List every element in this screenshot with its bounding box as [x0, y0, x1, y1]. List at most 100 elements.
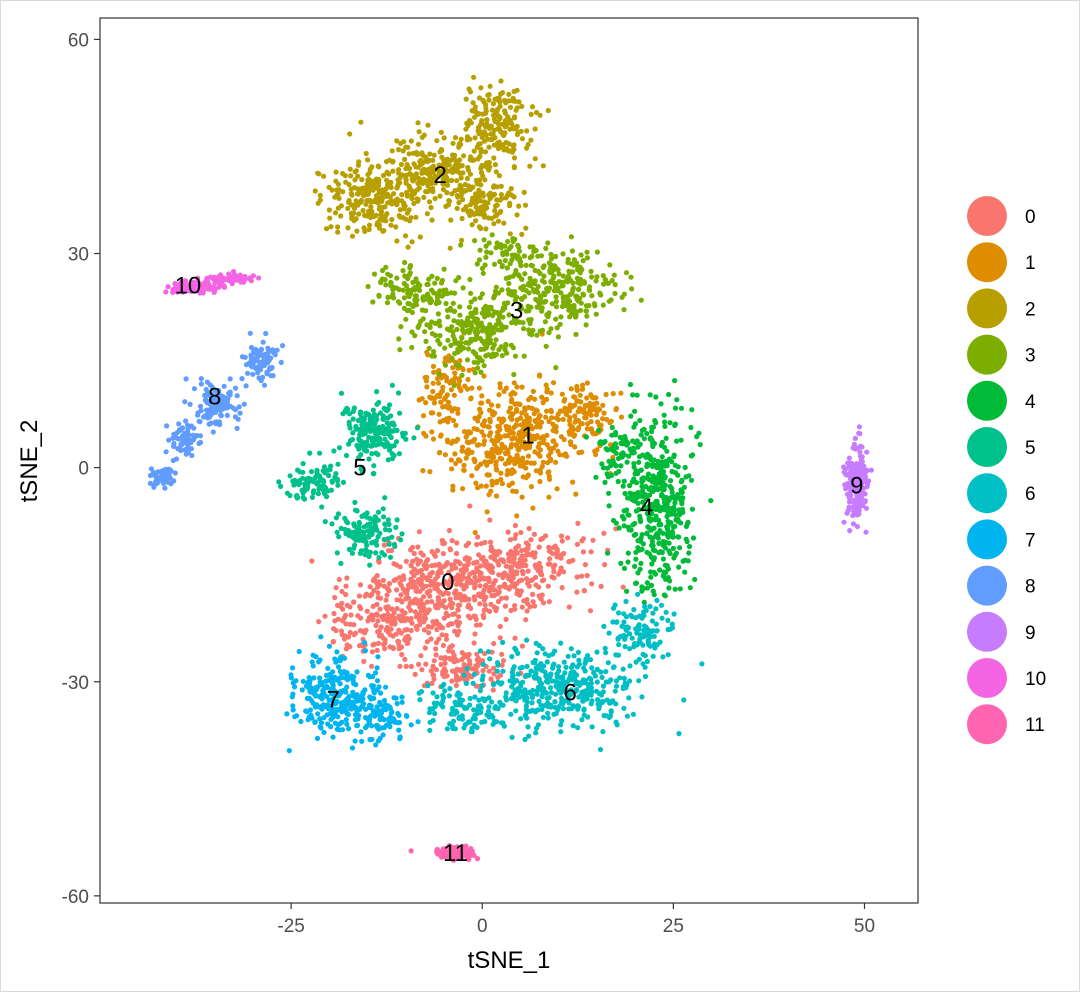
data-point — [375, 618, 381, 624]
data-point — [539, 578, 546, 584]
data-point — [362, 640, 368, 646]
data-point — [469, 666, 475, 672]
data-point — [450, 140, 456, 146]
data-point — [449, 466, 455, 472]
data-point — [415, 544, 421, 550]
data-point — [614, 722, 620, 728]
data-point — [416, 129, 422, 135]
data-point — [587, 657, 594, 663]
data-point — [511, 556, 517, 562]
data-point — [345, 205, 351, 211]
data-point — [453, 682, 459, 689]
data-point — [622, 624, 628, 631]
data-point — [388, 434, 394, 441]
data-point — [408, 627, 414, 634]
data-point — [423, 378, 429, 384]
data-point — [404, 193, 410, 199]
data-point — [474, 465, 480, 471]
data-point — [531, 436, 537, 442]
data-point — [499, 287, 505, 293]
data-point — [507, 200, 513, 206]
data-point — [479, 265, 486, 271]
data-point — [682, 569, 688, 575]
data-point — [358, 729, 364, 735]
data-point — [400, 215, 406, 221]
data-point — [549, 678, 555, 684]
data-point — [622, 433, 628, 440]
data-point — [530, 687, 536, 694]
data-point — [506, 586, 512, 592]
data-point — [375, 590, 381, 596]
data-point — [413, 302, 420, 308]
data-point — [384, 177, 390, 183]
data-point — [553, 304, 560, 310]
data-point — [477, 406, 483, 412]
data-point — [497, 448, 503, 454]
data-point — [471, 114, 478, 120]
data-point — [380, 506, 386, 512]
data-point — [486, 311, 492, 317]
data-point — [452, 163, 458, 169]
data-point — [589, 724, 595, 730]
data-point — [679, 489, 685, 495]
data-point — [399, 430, 406, 436]
data-point — [527, 163, 533, 169]
data-point — [333, 627, 339, 634]
data-point — [521, 439, 527, 445]
data-point — [606, 630, 612, 636]
data-point — [510, 430, 516, 436]
data-point — [384, 300, 391, 306]
data-point — [434, 548, 441, 554]
data-point — [409, 329, 415, 335]
data-point — [296, 481, 302, 488]
data-point — [409, 344, 415, 351]
data-point — [559, 538, 565, 544]
data-point — [491, 155, 497, 161]
data-point — [517, 439, 523, 445]
data-point — [388, 710, 394, 716]
data-point — [537, 595, 544, 601]
data-point — [378, 624, 384, 630]
data-point — [342, 655, 348, 661]
data-point — [493, 203, 499, 209]
data-point — [479, 719, 485, 725]
data-point — [480, 661, 486, 668]
data-point — [366, 226, 372, 233]
data-point — [401, 305, 407, 311]
data-point — [344, 642, 350, 648]
data-point — [528, 316, 534, 323]
data-point — [227, 376, 233, 382]
data-point — [612, 282, 618, 288]
data-point — [445, 337, 451, 343]
data-point — [639, 694, 645, 700]
data-point — [484, 160, 490, 166]
data-point — [499, 264, 505, 270]
data-point — [351, 521, 357, 527]
data-point — [613, 683, 620, 689]
data-point — [389, 216, 395, 223]
data-point — [515, 401, 521, 407]
data-point — [678, 497, 685, 503]
data-point — [479, 421, 486, 428]
data-point — [317, 716, 323, 722]
data-point — [365, 191, 371, 197]
data-point — [343, 621, 349, 627]
data-point — [382, 646, 388, 652]
data-point — [451, 406, 458, 412]
data-point — [509, 192, 515, 198]
data-point — [409, 309, 415, 316]
data-point — [585, 714, 591, 720]
data-point — [503, 385, 509, 391]
data-point — [573, 417, 579, 423]
data-point — [479, 134, 485, 140]
data-point — [527, 244, 533, 250]
data-point — [533, 640, 539, 647]
data-point — [525, 303, 531, 309]
data-point — [659, 549, 665, 556]
data-point — [525, 473, 531, 479]
data-point — [401, 280, 407, 287]
data-point — [654, 485, 660, 491]
data-point — [472, 351, 478, 357]
data-point — [386, 402, 393, 408]
data-point — [311, 479, 317, 485]
